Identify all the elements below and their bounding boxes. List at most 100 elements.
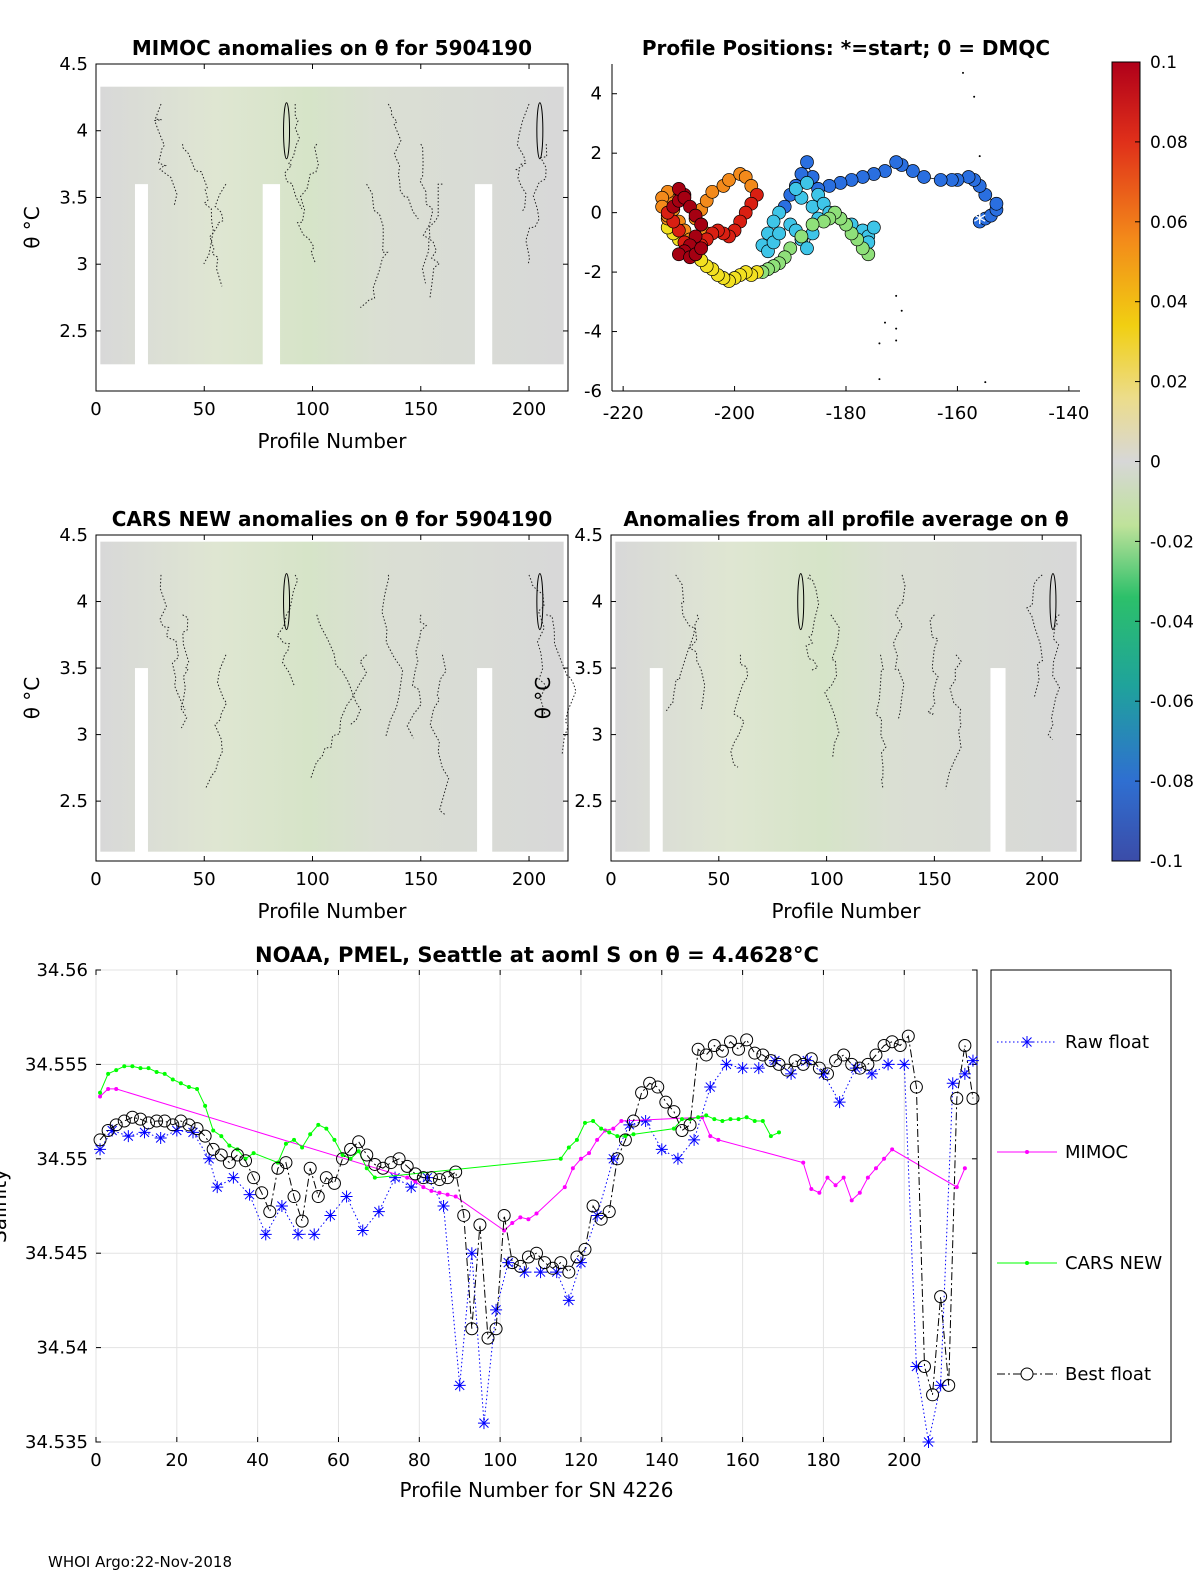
positions-title: Profile Positions: *=start; 0 = DMQC (642, 36, 1050, 60)
cars-ytick-label: 4 (77, 592, 88, 613)
series-point-best-float (635, 1086, 649, 1100)
series-point-raw-float (736, 1062, 749, 1075)
allprof-solid-contour (1049, 573, 1057, 631)
series-point-raw-float (389, 1171, 402, 1184)
cars-contour-line (276, 574, 299, 687)
salinity-xtick-label: 80 (408, 1450, 431, 1471)
series-point-cars-new (316, 1122, 321, 1127)
legend-box (990, 969, 1172, 1443)
series-point-cars-new (114, 1068, 119, 1073)
cars-contour-line (316, 614, 362, 725)
position-point (989, 196, 1004, 211)
cars-ylabel: θ °C (20, 677, 44, 720)
cars-solid-contour (536, 573, 544, 631)
series-point-raw-float (490, 1303, 503, 1316)
colorbar-tick-label: 0.1 (1150, 53, 1177, 73)
series-point-best-float (626, 1114, 640, 1128)
position-point (800, 155, 814, 169)
series-point-cars-new (283, 1141, 288, 1146)
series-point-best-float (190, 1122, 204, 1136)
series-point-best-float (820, 1067, 834, 1081)
allprof-ylabel: θ °C (531, 677, 555, 720)
cars-xlabel: Profile Number (258, 899, 408, 923)
cars-contour-line (310, 654, 368, 780)
series-point-best-float (643, 1076, 657, 1090)
series-point-best-float (473, 1218, 487, 1232)
series-point-best-float (287, 1190, 301, 1204)
position-minor-dot (984, 381, 987, 384)
mimoc-xtick-label: 200 (512, 399, 546, 420)
series-point-mimoc (98, 1094, 103, 1099)
series-point-best-float (901, 1029, 915, 1043)
series-point-best-float (182, 1118, 196, 1132)
series-point-raw-float (966, 1054, 979, 1067)
series-point-best-float (449, 1165, 463, 1179)
positions-ytick-label: -6 (584, 381, 602, 402)
allprof-contour-line (665, 614, 700, 712)
allprof-ytick-label: 3 (592, 725, 603, 746)
allprof-contour-line (875, 654, 887, 788)
series-point-best-float (352, 1135, 366, 1149)
mimoc-solid-contour (283, 102, 291, 160)
series-point-best-float (934, 1290, 948, 1304)
series-point-raw-float (122, 1130, 135, 1143)
series-point-mimoc (825, 1175, 830, 1180)
mimoc-ytick-label: 4.5 (59, 54, 88, 75)
allprof-ytick-label: 4.5 (574, 525, 603, 546)
series-point-cars-new (308, 1132, 313, 1137)
series-point-best-float (416, 1171, 430, 1185)
series-line-mimoc (99, 1088, 966, 1232)
allprof-panel: 0 50 100 150 200 2.5 3 3.5 4 4.5 Anomalies from a… (531, 507, 1082, 923)
series-point-best-float (893, 1039, 907, 1053)
colorbar: 0.1 0.08 0.06 0.04 0.02 0 -0.02 -0.04 -0.06 -0.08… (1111, 53, 1194, 872)
allprof-solid-contour (797, 573, 805, 631)
series-point-raw-float (922, 1436, 935, 1448)
series-point-cars-new (170, 1077, 175, 1082)
series-point-raw-float (138, 1126, 151, 1139)
cars-xtick-label: 100 (295, 869, 329, 890)
series-point-best-float (804, 1052, 818, 1066)
series-point-cars-new (251, 1151, 256, 1156)
mimoc-ytick-label: 3 (77, 254, 88, 275)
series-point-best-float (400, 1159, 414, 1173)
series-point-best-float (723, 1035, 737, 1049)
position-point (917, 170, 931, 184)
series-point-raw-float (356, 1224, 369, 1237)
series-point-best-float (950, 1091, 964, 1105)
series-point-raw-float (324, 1209, 337, 1222)
allprof-xtick-label: 150 (917, 869, 951, 890)
allprof-xlabel: Profile Number (772, 899, 922, 923)
series-point-best-float (166, 1118, 180, 1132)
series-point-best-float (877, 1039, 891, 1053)
series-point-raw-float (946, 1077, 959, 1090)
series-point-mimoc (873, 1166, 878, 1171)
series-point-raw-float (502, 1256, 515, 1269)
cars-xtick-label: 0 (90, 869, 101, 890)
series-point-raw-float (655, 1143, 668, 1156)
series-point-cars-new (712, 1117, 717, 1122)
series-point-mimoc (570, 1166, 575, 1171)
mimoc-title: MIMOC anomalies on θ for 5904190 (132, 36, 532, 60)
series-point-mimoc (578, 1156, 583, 1161)
colorbar-tick-label: -0.02 (1150, 532, 1194, 552)
position-minor-dot (973, 95, 976, 98)
series-point-best-float (133, 1112, 147, 1126)
salinity-ytick-label: 34.555 (25, 1054, 88, 1075)
series-point-best-float (368, 1157, 382, 1171)
salinity-panel: 0 20 40 60 80 100 120 140 160 180 200 34.535 34.54 34… (0, 943, 980, 1502)
series-point-mimoc (453, 1194, 458, 1199)
allprof-xtick-label: 50 (707, 869, 730, 890)
salinity-ytick-label: 34.56 (36, 960, 88, 981)
cars-axes-frame (95, 534, 569, 862)
mimoc-contour-line (154, 103, 178, 206)
salinity-xtick-label: 40 (246, 1450, 269, 1471)
allprof-xtick-label: 200 (1025, 869, 1059, 890)
cars-solid-contour (283, 573, 291, 631)
series-point-best-float (392, 1152, 406, 1166)
series-point-cars-new (203, 1103, 208, 1108)
series-point-cars-new (566, 1145, 571, 1150)
series-point-best-float (958, 1039, 972, 1053)
series-point-best-float (93, 1133, 107, 1147)
series-point-cars-new (704, 1113, 709, 1118)
series-point-raw-float (340, 1190, 353, 1203)
